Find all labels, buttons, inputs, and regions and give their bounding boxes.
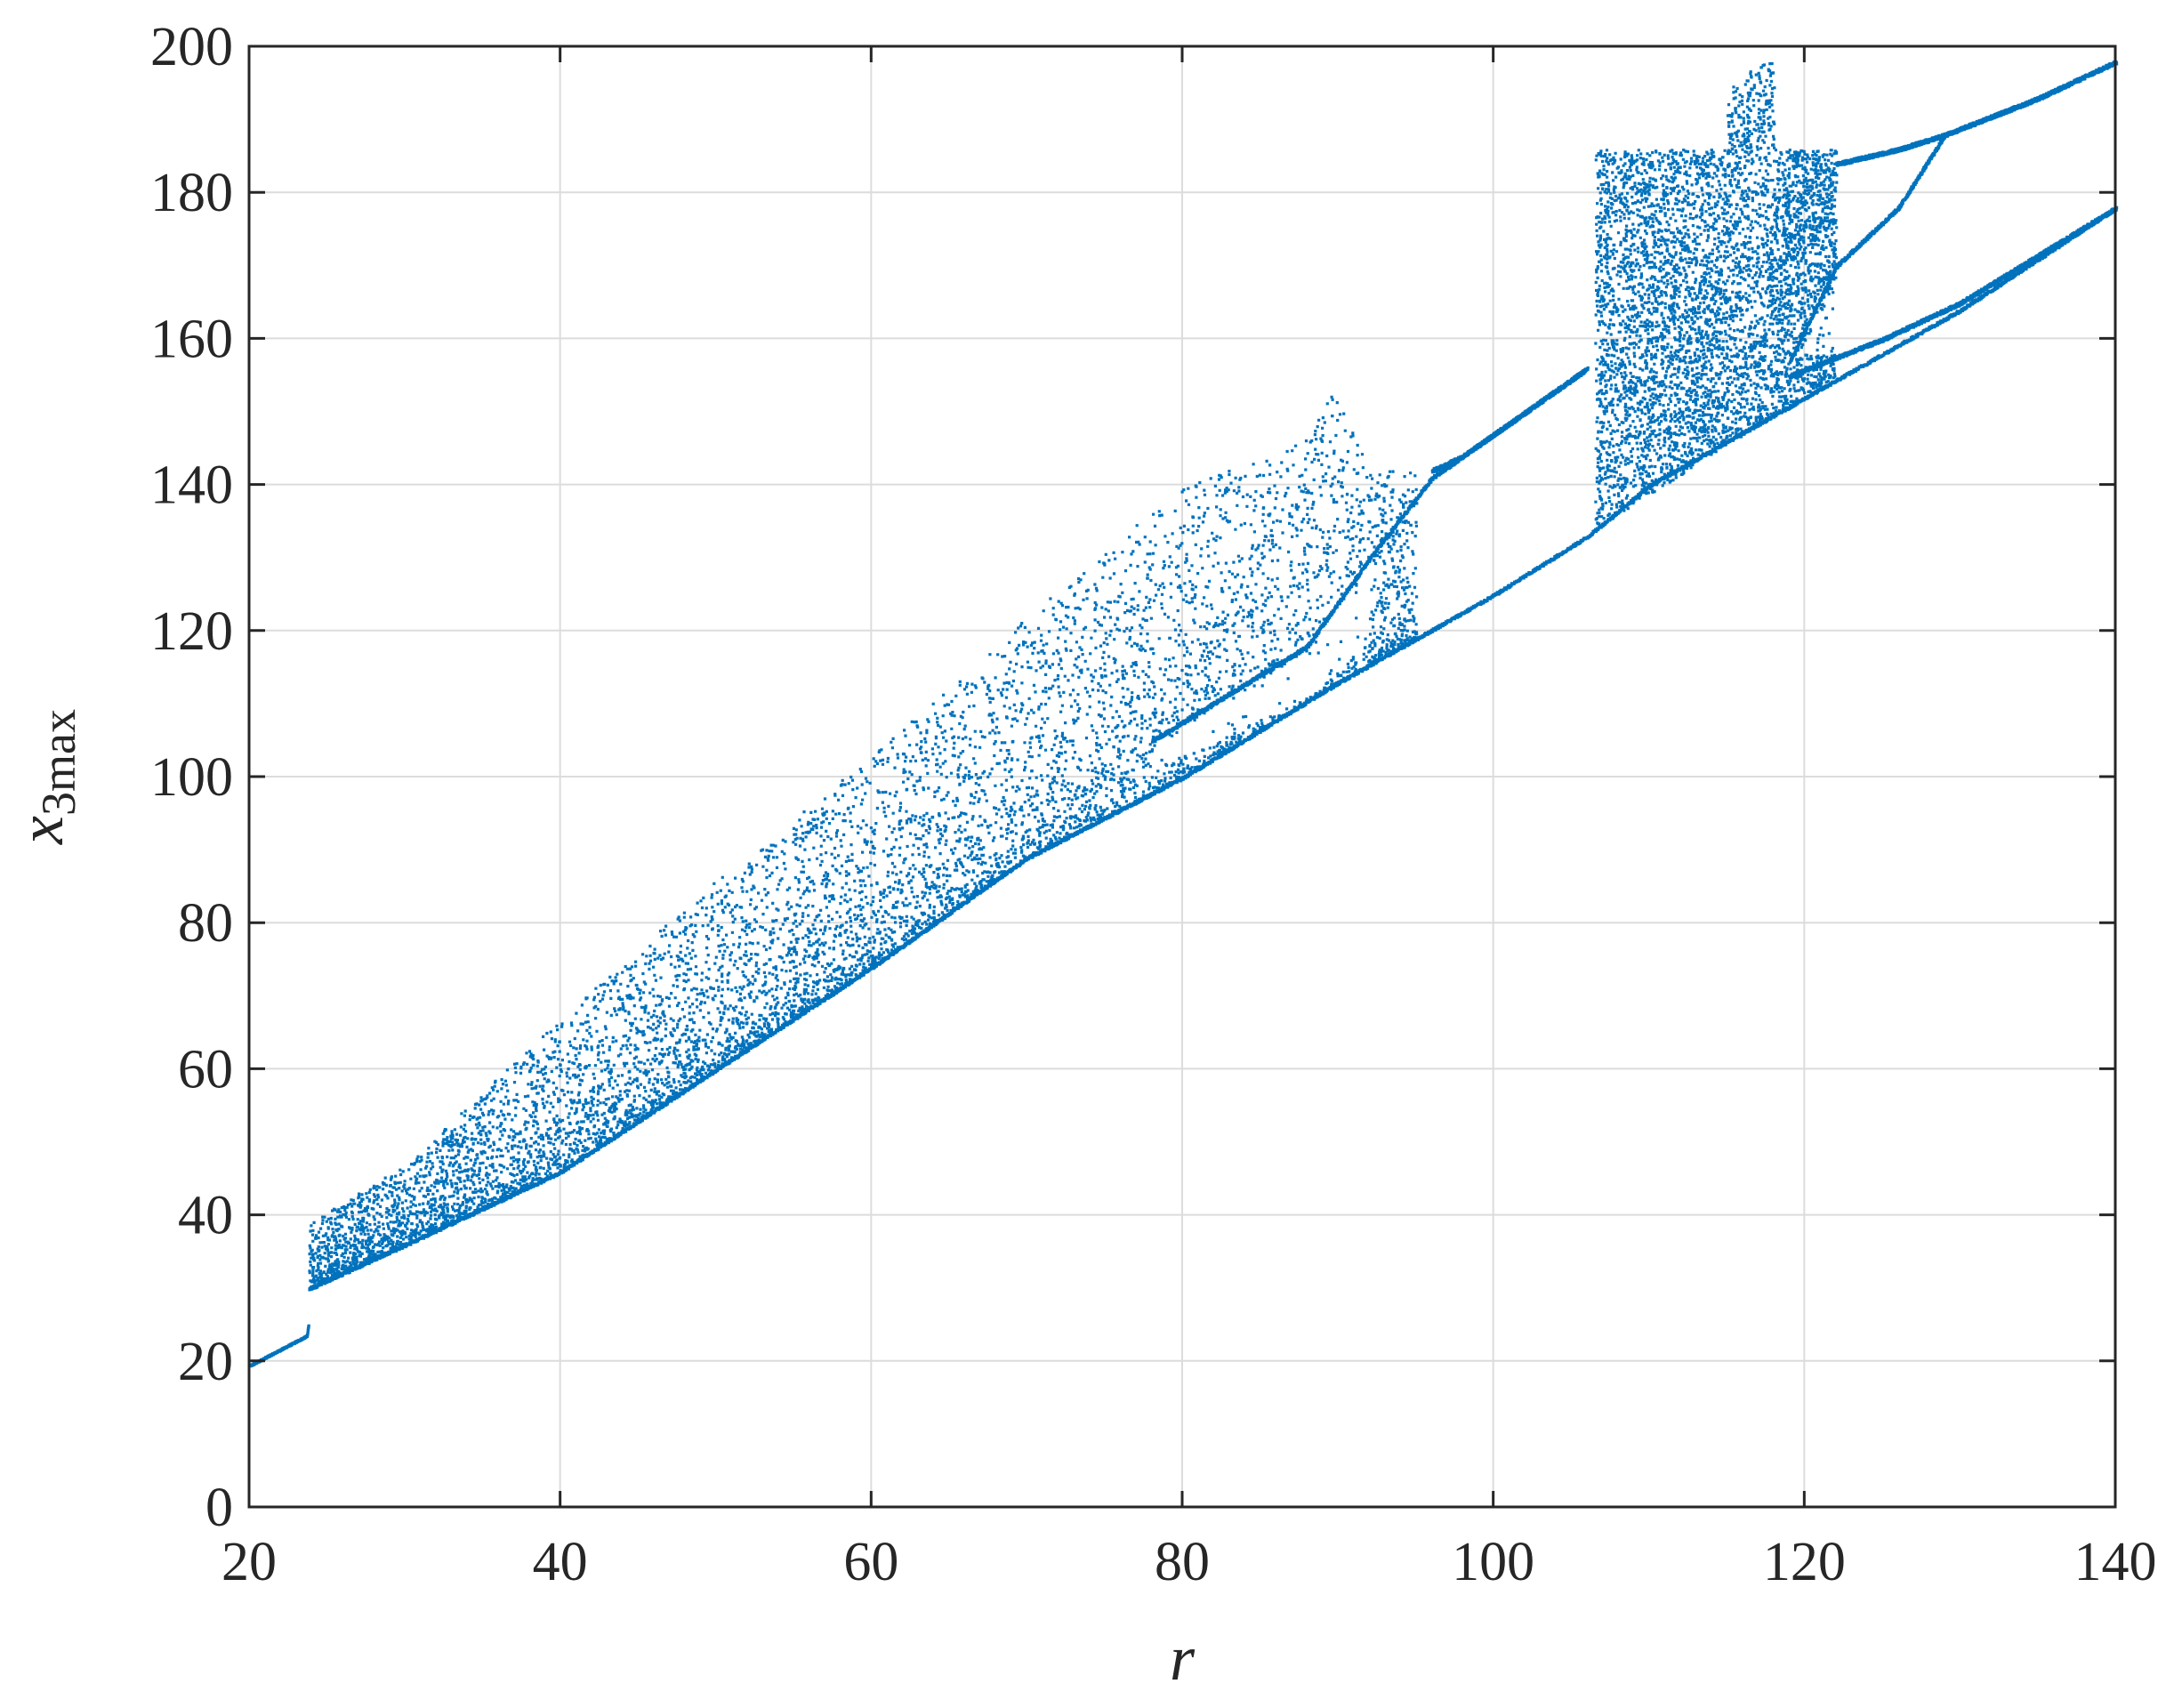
y-tick-label: 180 (150, 163, 233, 223)
y-tick-label: 200 (150, 17, 233, 77)
y-tick-label: 20 (178, 1332, 233, 1392)
y-tick-label: 0 (205, 1478, 233, 1538)
x-tick-label: 140 (2074, 1532, 2157, 1592)
y-axis-label-main: x (5, 816, 76, 845)
y-tick-label: 140 (150, 455, 233, 516)
y-axis-label: x3max (5, 709, 85, 845)
data-points (249, 60, 2119, 1368)
scatter-points (249, 60, 2119, 1368)
y-tick-label: 40 (178, 1186, 233, 1246)
y-tick-label: 100 (150, 747, 233, 808)
x-tick-label: 80 (1155, 1532, 1210, 1592)
y-axis-ticks: 0 20 40 60 80 100 120 140 160 180 200 (150, 17, 2115, 1538)
y-tick-label: 120 (150, 601, 233, 662)
y-tick-label: 80 (178, 893, 233, 954)
x-tick-label: 40 (533, 1532, 588, 1592)
x-axis-label: r (1170, 1623, 1196, 1694)
x-axis-ticks: 20 40 60 80 100 120 140 (221, 46, 2157, 1592)
y-tick-label: 60 (178, 1039, 233, 1100)
x-tick-label: 100 (1452, 1532, 1534, 1592)
x-tick-label: 20 (221, 1532, 277, 1592)
y-axis-label-sub: 3max (32, 709, 85, 816)
x-tick-label: 120 (1763, 1532, 1846, 1592)
y-tick-label: 160 (150, 309, 233, 369)
x-tick-label: 60 (843, 1532, 898, 1592)
